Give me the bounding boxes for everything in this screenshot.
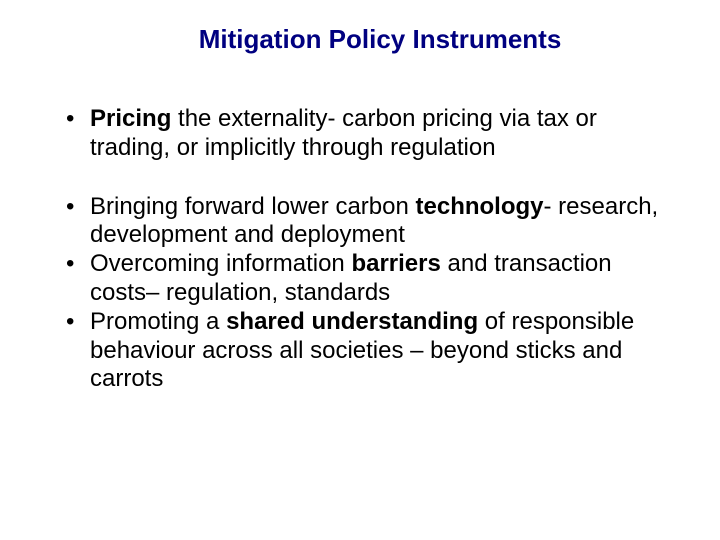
bullet-item: Pricing the externality- carbon pricing …	[60, 105, 660, 163]
bullet-bold-text: technology	[416, 193, 544, 220]
bullet-bold-text: Pricing	[90, 105, 171, 132]
bullet-text: Overcoming information	[90, 250, 351, 277]
bullet-text: Bringing forward lower carbon	[90, 193, 416, 220]
bullet-list: Pricing the externality- carbon pricing …	[60, 105, 660, 394]
bullet-item: Bringing forward lower carbon technology…	[60, 193, 660, 251]
slide: Mitigation Policy Instruments Pricing th…	[0, 0, 720, 540]
bullet-bold-text: shared understanding	[226, 308, 478, 335]
slide-title: Mitigation Policy Instruments	[60, 24, 660, 55]
bullet-gap	[60, 163, 660, 193]
bullet-item: Promoting a shared understanding of resp…	[60, 308, 660, 394]
bullet-item: Overcoming information barriers and tran…	[60, 250, 660, 308]
bullet-text: Promoting a	[90, 308, 226, 335]
bullet-bold-text: barriers	[351, 250, 440, 277]
